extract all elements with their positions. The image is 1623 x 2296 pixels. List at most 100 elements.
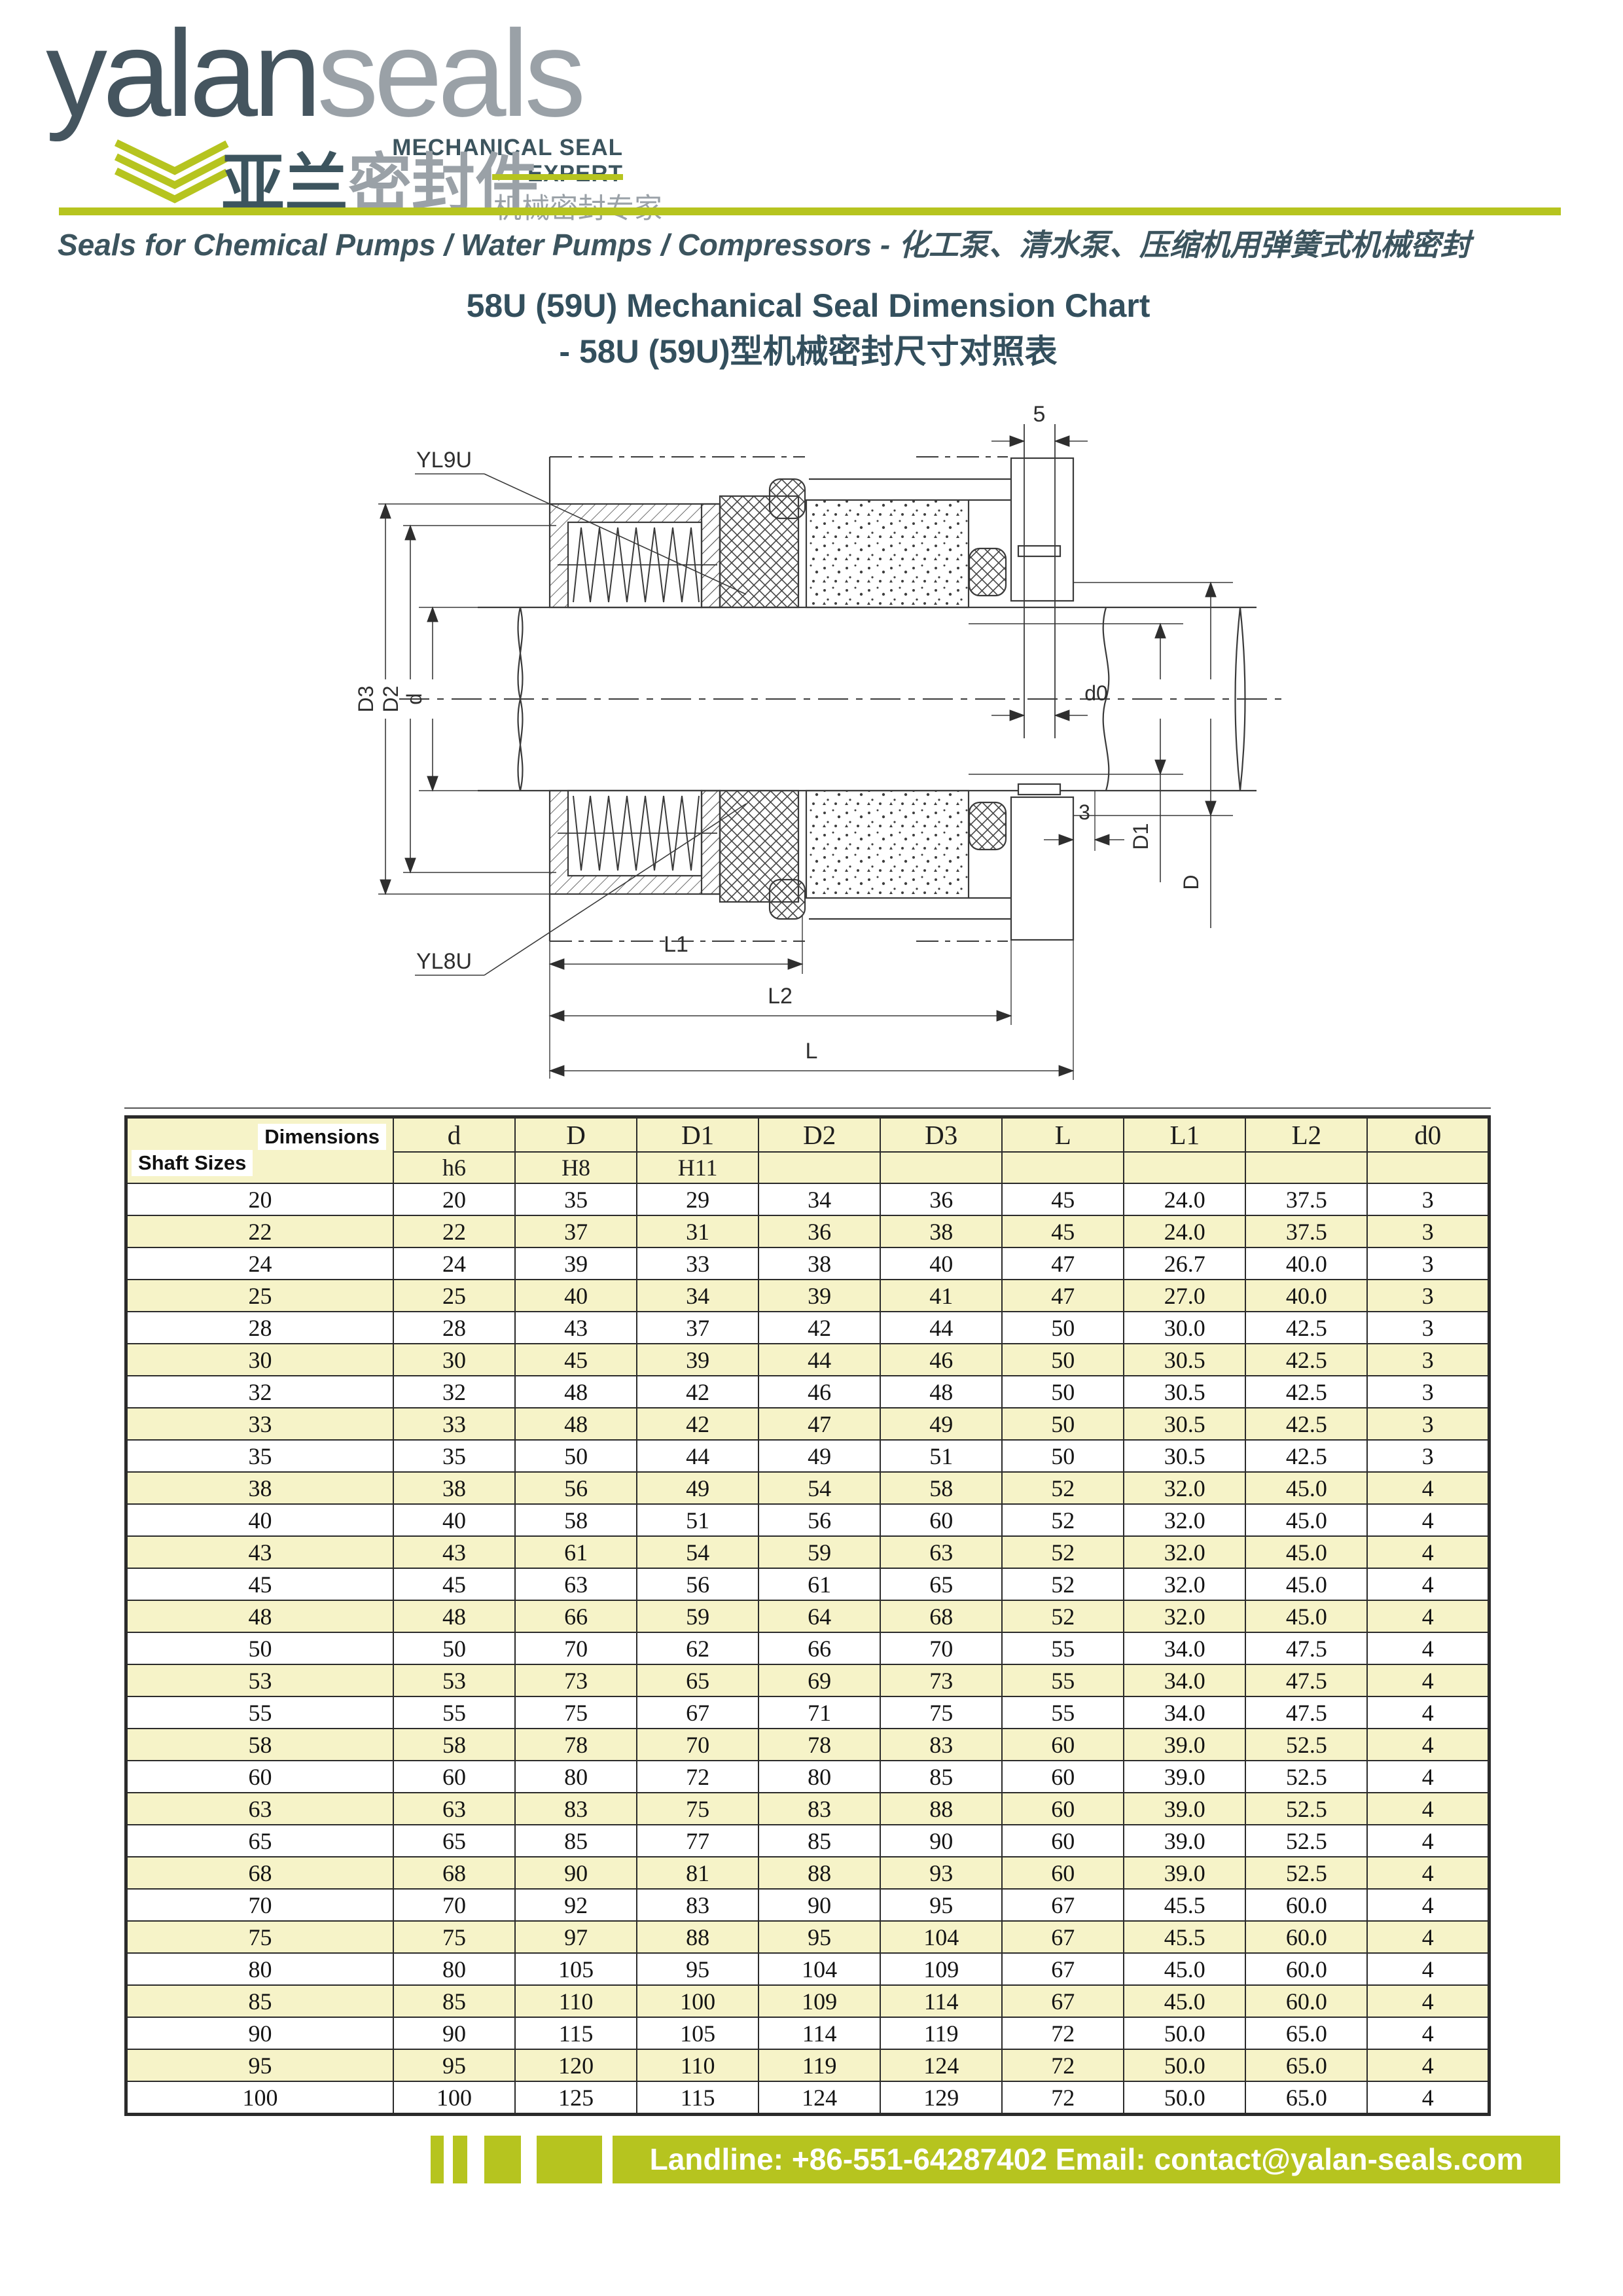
dimension-value: 110 <box>514 1984 638 2018</box>
dimension-value: 52.5 <box>1245 1824 1368 1857</box>
drawing-dim-big-d: D <box>1179 874 1203 889</box>
dimension-value: 63 <box>514 1568 638 1601</box>
dimension-value: 50 <box>392 1632 516 1665</box>
dimension-value: 32.0 <box>1123 1535 1247 1569</box>
table-row-shaft-53: 53 53 73 65 69 73 55 34.0 47.5 4 <box>125 1664 1490 1697</box>
dimension-value: 85 <box>880 1760 1003 1793</box>
dimension-value: 49 <box>880 1407 1003 1441</box>
dimension-value: 67 <box>1001 1984 1125 2018</box>
dimension-value: 100 <box>392 2081 516 2115</box>
shaft-size-value: 85 <box>125 1984 394 2018</box>
dimension-value: 47 <box>1001 1247 1125 1280</box>
dimension-value: 3 <box>1366 1215 1490 1248</box>
dimension-value: 42.5 <box>1245 1311 1368 1344</box>
dimension-value: 37 <box>636 1311 760 1344</box>
dimension-value: 4 <box>1366 1888 1490 1922</box>
dimension-value: 59 <box>758 1535 882 1569</box>
tolerance-header <box>880 1151 1003 1184</box>
dimension-value: 39 <box>514 1247 638 1280</box>
corner-label-dimensions: Dimensions <box>258 1124 386 1150</box>
column-header-D: D <box>514 1116 638 1153</box>
dimension-value: 90 <box>514 1856 638 1890</box>
table-row-shaft-85: 85 85 110 100 109 114 67 45.0 60.0 4 <box>125 1984 1490 2018</box>
dimension-value: 37.5 <box>1245 1215 1368 1248</box>
dimension-value: 45 <box>514 1343 638 1376</box>
dimension-value: 4 <box>1366 1632 1490 1665</box>
column-header-D1: D1 <box>636 1116 760 1153</box>
dimension-value: 81 <box>636 1856 760 1890</box>
table-row-shaft-40: 40 40 58 51 56 60 52 32.0 45.0 4 <box>125 1503 1490 1537</box>
dimension-value: 119 <box>758 2049 882 2082</box>
dimension-value: 44 <box>758 1343 882 1376</box>
column-header-L: L <box>1001 1116 1125 1153</box>
dimension-value: 30.5 <box>1123 1439 1247 1473</box>
banner-divider <box>59 207 1561 215</box>
dimension-value: 60 <box>880 1503 1003 1537</box>
dimension-value: 90 <box>758 1888 882 1922</box>
dimension-value: 4 <box>1366 1535 1490 1569</box>
shaft-size-value: 32 <box>125 1375 394 1408</box>
dimension-value: 45.0 <box>1245 1600 1368 1633</box>
dimension-value: 42 <box>636 1375 760 1408</box>
dimension-value: 110 <box>636 2049 760 2082</box>
shaft-size-value: 43 <box>125 1535 394 1569</box>
dimension-value: 97 <box>514 1920 638 1954</box>
banner-text: Seals for Chemical Pumps / Water Pumps /… <box>58 228 1471 262</box>
dimension-value: 52 <box>1001 1471 1125 1505</box>
table-top-rule <box>124 1107 1491 1109</box>
dimension-value: 34.0 <box>1123 1696 1247 1729</box>
dimension-value: 39.0 <box>1123 1824 1247 1857</box>
dimension-value: 45 <box>1001 1183 1125 1216</box>
dimension-value: 59 <box>636 1600 760 1633</box>
dimension-value: 80 <box>392 1952 516 1986</box>
dimension-value: 4 <box>1366 1664 1490 1697</box>
dimension-value: 4 <box>1366 1920 1490 1954</box>
dimension-value: 56 <box>758 1503 882 1537</box>
dimension-value: 65 <box>636 1664 760 1697</box>
dimension-value: 34.0 <box>1123 1664 1247 1697</box>
dimension-value: 66 <box>758 1632 882 1665</box>
dimension-value: 4 <box>1366 2081 1490 2115</box>
logo-chinese-name-gray: 密封件 <box>348 148 539 219</box>
table-row-shaft-32: 32 32 48 42 46 48 50 30.5 42.5 3 <box>125 1375 1490 1408</box>
dimension-value: 40 <box>514 1279 638 1312</box>
dimension-value: 60.0 <box>1245 1952 1368 1986</box>
dimension-value: 4 <box>1366 1760 1490 1793</box>
dimension-value: 65.0 <box>1245 2017 1368 2050</box>
table-row-shaft-80: 80 80 105 95 104 109 67 45.0 60.0 4 <box>125 1952 1490 1986</box>
shaft-size-value: 33 <box>125 1407 394 1441</box>
dimension-value: 54 <box>758 1471 882 1505</box>
dimension-value: 60.0 <box>1245 1888 1368 1922</box>
dimension-value: 3 <box>1366 1375 1490 1408</box>
dimension-value: 60 <box>1001 1792 1125 1825</box>
dimension-value: 66 <box>514 1600 638 1633</box>
dimension-value: 47.5 <box>1245 1664 1368 1697</box>
dimension-value: 50.0 <box>1123 2049 1247 2082</box>
dimension-value: 39 <box>758 1279 882 1312</box>
dimension-value: 46 <box>758 1375 882 1408</box>
dimension-value: 60.0 <box>1245 1920 1368 1954</box>
dimension-value: 67 <box>636 1696 760 1729</box>
dimension-value: 33 <box>636 1247 760 1280</box>
dimension-value: 92 <box>514 1888 638 1922</box>
dimension-table: Dimensions Shaft Sizes d D D1 D2 D3 L L1 L2 d0 h6 H8… <box>124 1115 1491 2116</box>
dimension-value: 67 <box>1001 1920 1125 1954</box>
logo-chevrons-icon <box>114 139 229 204</box>
logo-wordmark-yalan: yalan <box>46 5 321 142</box>
dimension-value: 50 <box>514 1439 638 1473</box>
dimension-value: 65 <box>392 1824 516 1857</box>
dimension-value: 45.0 <box>1123 1984 1247 2018</box>
dimension-value: 35 <box>514 1183 638 1216</box>
logo-subtitle: MECHANICAL SEAL EXPERT <box>392 135 623 187</box>
tolerance-header: H8 <box>514 1151 638 1184</box>
dimension-value: 109 <box>880 1952 1003 1986</box>
dimension-value: 3 <box>1366 1279 1490 1312</box>
dimension-value: 30.5 <box>1123 1375 1247 1408</box>
dimension-value: 77 <box>636 1824 760 1857</box>
dimension-value: 80 <box>758 1760 882 1793</box>
dimension-value: 56 <box>514 1471 638 1505</box>
dimension-value: 52 <box>1001 1535 1125 1569</box>
footer-accent-bar-3 <box>484 2136 521 2183</box>
dimension-value: 119 <box>880 2017 1003 2050</box>
